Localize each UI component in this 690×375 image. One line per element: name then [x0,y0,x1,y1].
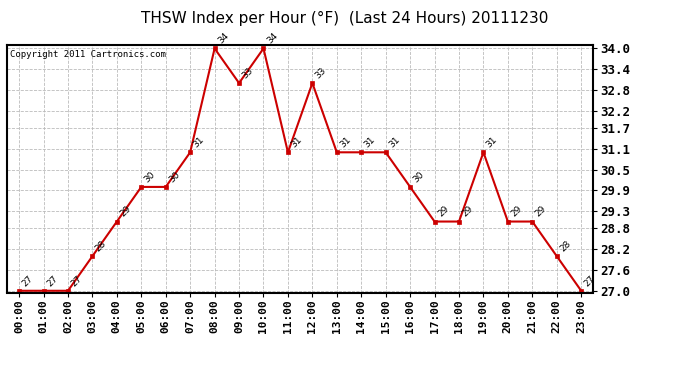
Text: 31: 31 [387,135,402,150]
Text: 27: 27 [21,274,35,288]
Text: 33: 33 [314,66,328,80]
Text: 29: 29 [460,204,475,219]
Text: 34: 34 [216,31,230,46]
Text: 27: 27 [70,274,83,288]
Text: Copyright 2011 Cartronics.com: Copyright 2011 Cartronics.com [10,50,166,59]
Text: 31: 31 [192,135,206,150]
Text: 33: 33 [240,66,255,80]
Text: 28: 28 [94,239,108,254]
Text: 31: 31 [485,135,500,150]
Text: 31: 31 [338,135,353,150]
Text: THSW Index per Hour (°F)  (Last 24 Hours) 20111230: THSW Index per Hour (°F) (Last 24 Hours)… [141,11,549,26]
Text: 29: 29 [118,204,132,219]
Text: 29: 29 [533,204,548,219]
Text: 27: 27 [45,274,59,288]
Text: 28: 28 [558,239,573,254]
Text: 30: 30 [411,170,426,184]
Text: 30: 30 [167,170,181,184]
Text: 27: 27 [582,274,597,288]
Text: 29: 29 [436,204,451,219]
Text: 31: 31 [289,135,304,150]
Text: 31: 31 [363,135,377,150]
Text: 34: 34 [265,31,279,46]
Text: 29: 29 [509,204,524,219]
Text: 30: 30 [143,170,157,184]
